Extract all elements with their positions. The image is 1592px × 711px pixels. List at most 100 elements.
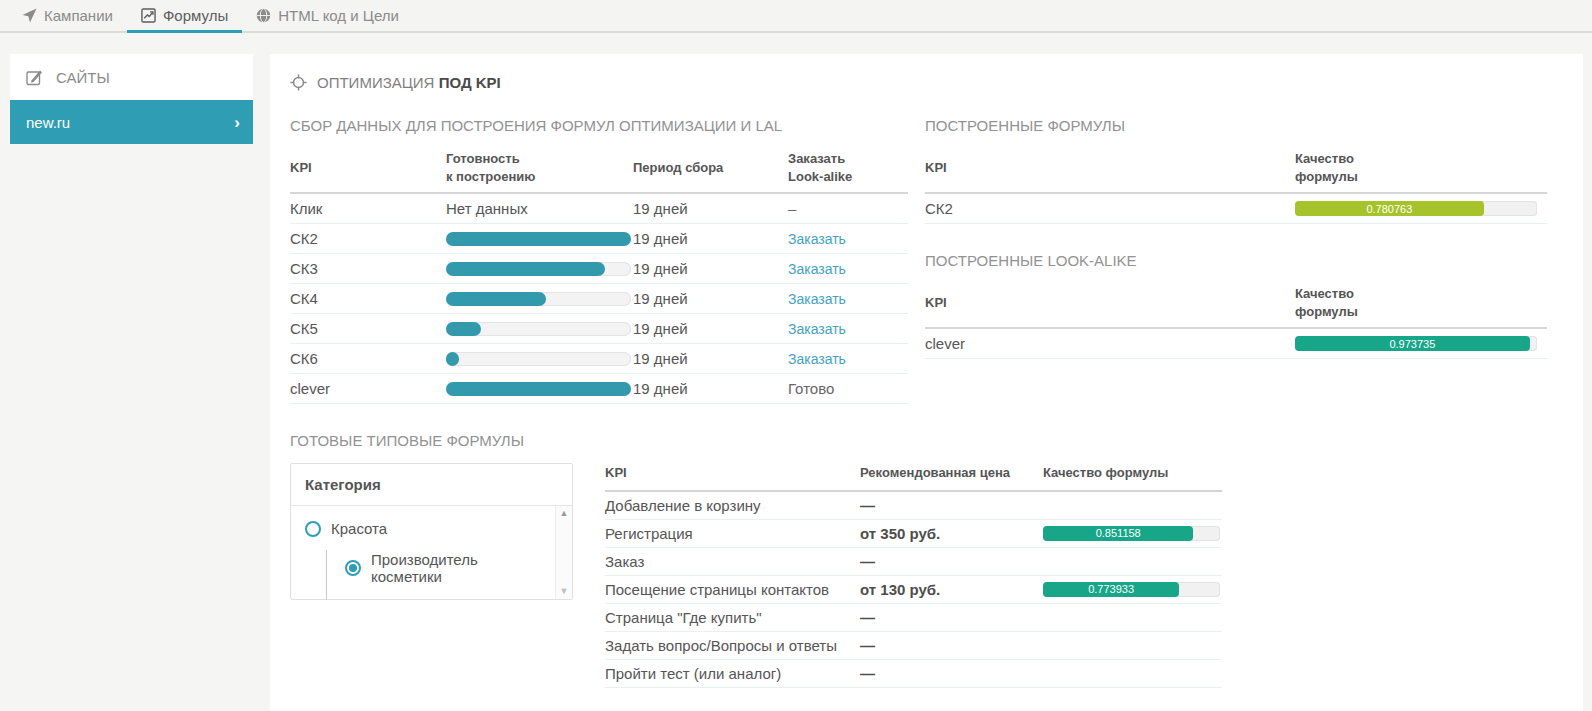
bottom-section: ГОТОВЫЕ ТИПОВЫЕ ФОРМУЛЫ Категория Красот… bbox=[290, 432, 1557, 688]
built-lal-header: KPI Качество формулы bbox=[925, 283, 1547, 329]
panel-header: ОПТИМИЗАЦИЯ ПОД KPI bbox=[290, 74, 1557, 91]
ready-formulas-block: ГОТОВЫЕ ТИПОВЫЕ ФОРМУЛЫ Категория Красот… bbox=[290, 432, 605, 688]
table-row: КликНет данных19 дней– bbox=[290, 194, 908, 224]
table-row: clever0.973735 bbox=[925, 329, 1547, 359]
kpi-label: Добавление в корзину bbox=[605, 497, 860, 514]
order-dash: – bbox=[788, 200, 796, 217]
price-label: от 130 руб. bbox=[860, 581, 1043, 598]
table-row: Задать вопрос/Вопросы и ответы— bbox=[605, 632, 1222, 660]
table-row: Регистрацияот 350 руб.0.851158 bbox=[605, 520, 1222, 548]
col-price: Рекомендованная цена bbox=[860, 464, 1043, 482]
kpi-label: СК5 bbox=[290, 320, 446, 337]
sidebar-item-site[interactable]: new.ru › bbox=[10, 100, 253, 144]
kpi-label: Задать вопрос/Вопросы и ответы bbox=[605, 637, 860, 654]
kpi-label: Регистрация bbox=[605, 525, 860, 542]
order-lookalike-link[interactable]: Заказать bbox=[788, 321, 846, 337]
readiness-progressbar-fill bbox=[446, 262, 605, 276]
table-row: СК3 19 днейЗаказать bbox=[290, 254, 908, 284]
readiness-progressbar bbox=[446, 232, 631, 246]
tree-connector-line bbox=[326, 550, 327, 600]
nav-tabs: Кампании Формулы HTML код и Цели bbox=[8, 0, 413, 31]
readiness-cell bbox=[446, 232, 633, 246]
quality-cell: 0.851158 bbox=[1043, 526, 1222, 541]
kpi-label: СК2 bbox=[925, 200, 1295, 217]
category-box-body: Красота Производитель косметики ▲ ▼ bbox=[291, 506, 572, 599]
period-label: 19 дней bbox=[633, 200, 788, 217]
col-readiness: Готовность к построению bbox=[446, 150, 633, 185]
ready-formulas-table: KPI Рекомендованная цена Качество формул… bbox=[605, 464, 1222, 688]
price-label: — bbox=[860, 609, 1043, 626]
price-label: от 350 руб. bbox=[860, 525, 1043, 542]
quality-cell: 0.773933 bbox=[1043, 582, 1222, 597]
readiness-progressbar bbox=[446, 352, 631, 366]
order-lookalike-link[interactable]: Заказать bbox=[788, 231, 846, 247]
kpi-label: СК4 bbox=[290, 290, 446, 307]
quality-cell: 0.973735 bbox=[1295, 336, 1547, 351]
period-label: 19 дней bbox=[633, 260, 788, 277]
subcategory-item: Производитель косметики bbox=[345, 551, 544, 585]
price-label: — bbox=[860, 553, 1043, 570]
category-item: Красота bbox=[305, 520, 544, 537]
category-label: Красота bbox=[331, 520, 387, 537]
quality-cell: 0.780763 bbox=[1295, 201, 1547, 216]
site-list: new.ru › bbox=[10, 100, 253, 144]
kpi-label: clever bbox=[290, 380, 446, 397]
order-cell: Заказать bbox=[788, 290, 908, 307]
col-quality: Качество формулы bbox=[1295, 285, 1547, 320]
table-row: СК219 днейЗаказать bbox=[290, 224, 908, 254]
readiness-progressbar-fill bbox=[446, 322, 481, 336]
kpi-label: СК3 bbox=[290, 260, 446, 277]
kpi-label: Заказ bbox=[605, 553, 860, 570]
col-order-lal: Заказать Look-alike bbox=[788, 150, 908, 185]
target-icon bbox=[290, 74, 307, 91]
period-label: 19 дней bbox=[633, 290, 788, 307]
subcategory-radio[interactable] bbox=[345, 560, 361, 576]
kpi-label: Посещение страницы контактов bbox=[605, 581, 860, 598]
tab-formulas[interactable]: Формулы bbox=[127, 0, 242, 31]
table-row: clever19 днейГотово bbox=[290, 374, 908, 404]
sidebar-sites: САЙТЫ new.ru › bbox=[10, 54, 253, 144]
collection-table-header: KPI Готовность к построению Период сбора… bbox=[290, 148, 908, 194]
order-cell: Заказать bbox=[788, 260, 908, 277]
top-navbar: Кампании Формулы HTML код и Цели bbox=[0, 0, 1592, 33]
category-radio[interactable] bbox=[305, 521, 321, 537]
period-label: 19 дней bbox=[633, 350, 788, 367]
col-kpi: KPI bbox=[290, 159, 446, 177]
readiness-progressbar-fill bbox=[446, 232, 631, 246]
tab-html-goals-label: HTML код и Цели bbox=[278, 7, 399, 24]
readiness-progressbar bbox=[446, 262, 631, 276]
scroll-down-arrow-icon[interactable]: ▼ bbox=[560, 587, 569, 596]
col-quality: Качество формулы bbox=[1295, 150, 1547, 185]
period-label: 19 дней bbox=[633, 230, 788, 247]
order-lookalike-link[interactable]: Заказать bbox=[788, 261, 846, 277]
col-period: Период сбора bbox=[633, 159, 788, 177]
sidebar-header: САЙТЫ bbox=[10, 54, 253, 100]
table-row: Посещение страницы контактовот 130 руб.0… bbox=[605, 576, 1222, 604]
order-lookalike-link[interactable]: Заказать bbox=[788, 351, 846, 367]
order-lookalike-link[interactable]: Заказать bbox=[788, 291, 846, 307]
tab-html-goals[interactable]: HTML код и Цели bbox=[242, 0, 413, 31]
ready-formulas-table-body: Добавление в корзину—Регистрацияот 350 р… bbox=[605, 492, 1222, 688]
table-row: Добавление в корзину— bbox=[605, 492, 1222, 520]
scrollbar[interactable]: ▲ ▼ bbox=[555, 506, 572, 599]
quality-value: 0.973735 bbox=[1389, 338, 1435, 350]
built-formulas-title: ПОСТРОЕННЫЕ ФОРМУЛЫ bbox=[925, 117, 1547, 134]
scroll-up-arrow-icon[interactable]: ▲ bbox=[560, 509, 569, 518]
page-title: ОПТИМИЗАЦИЯ ПОД KPI bbox=[317, 74, 501, 91]
built-lal-body: clever0.973735 bbox=[925, 329, 1547, 359]
period-label: 19 дней bbox=[633, 320, 788, 337]
subcategory-label: Производитель косметики bbox=[371, 551, 544, 585]
tab-campaigns[interactable]: Кампании bbox=[8, 0, 127, 31]
tab-formulas-label: Формулы bbox=[163, 7, 228, 24]
quality-bar-fill: 0.973735 bbox=[1295, 336, 1530, 351]
readiness-progressbar-fill bbox=[446, 352, 459, 366]
site-label: new.ru bbox=[26, 114, 70, 131]
readiness-cell bbox=[446, 292, 633, 306]
category-tree: Красота Производитель косметики bbox=[305, 520, 544, 585]
chevron-right-icon: › bbox=[234, 114, 240, 131]
quality-bar-fill: 0.851158 bbox=[1043, 526, 1193, 541]
category-box: Категория КрасотаПроизводитель косметики… bbox=[290, 463, 573, 600]
kpi-label: Страница "Где купить" bbox=[605, 609, 860, 626]
price-label: — bbox=[860, 497, 1043, 514]
send-icon bbox=[22, 8, 37, 23]
